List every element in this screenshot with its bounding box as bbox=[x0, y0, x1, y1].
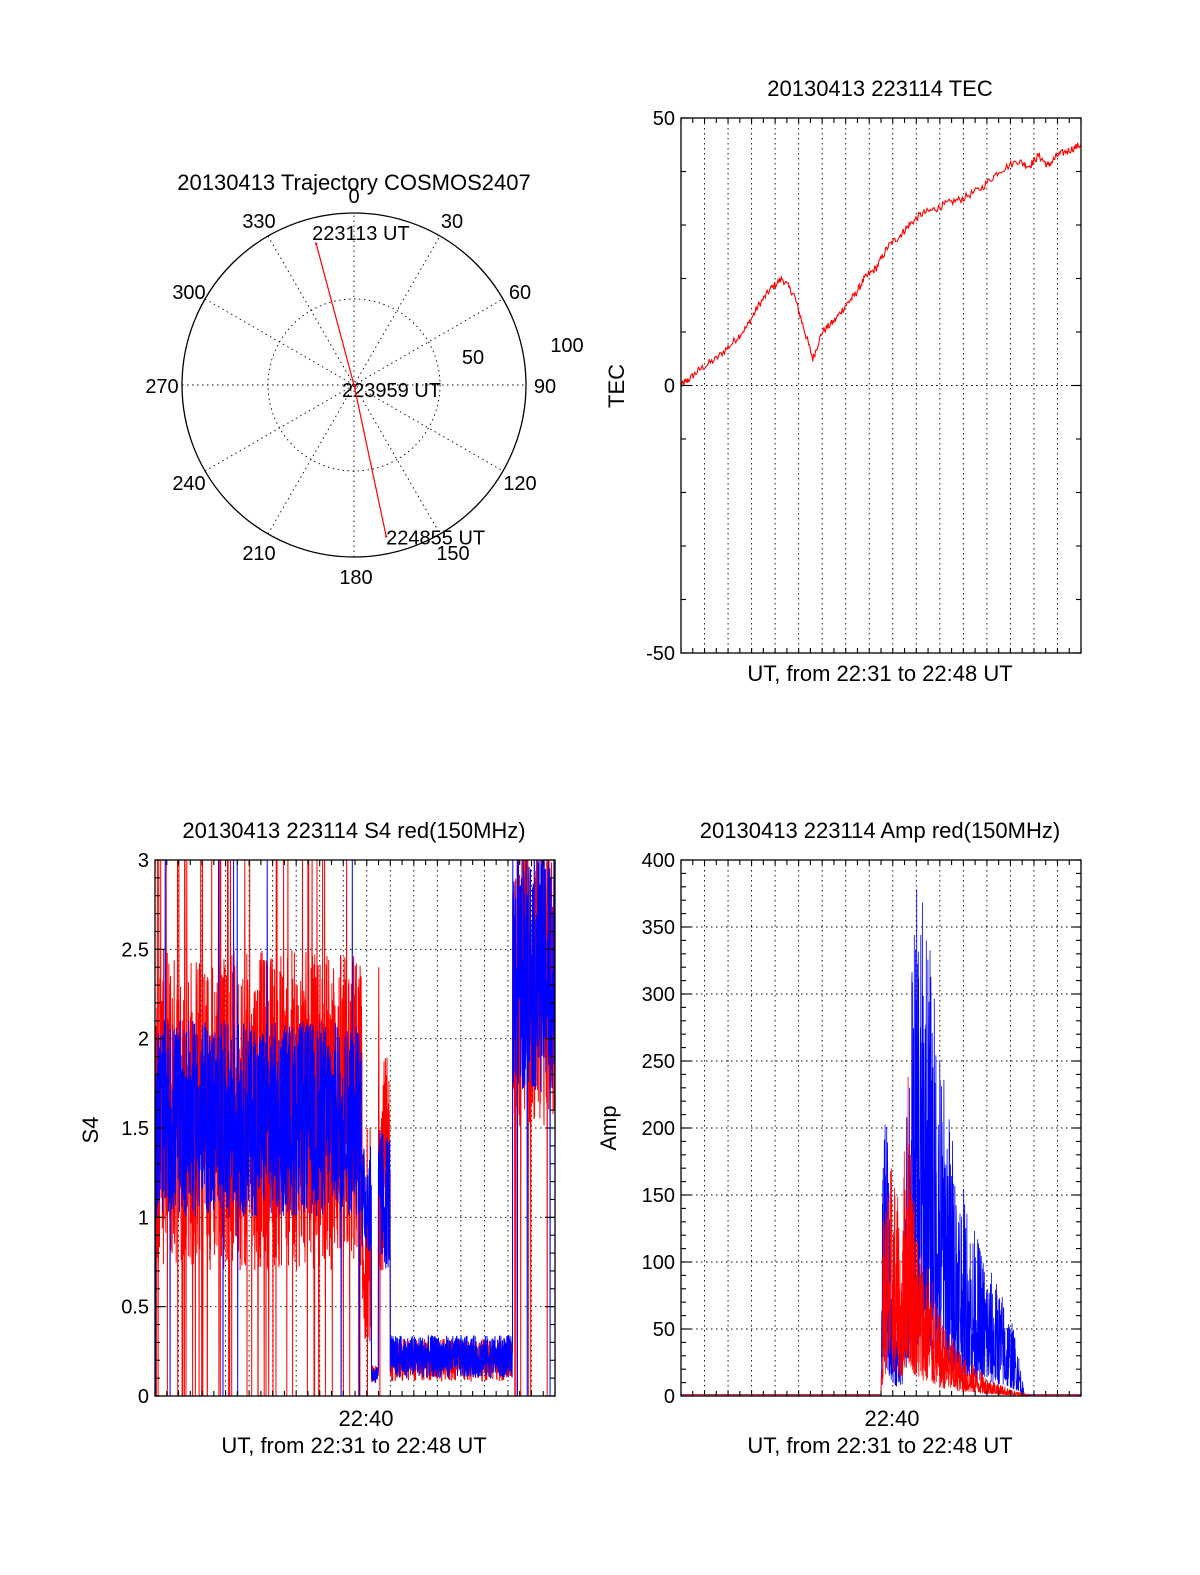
blue-s4-line bbox=[154, 859, 556, 1397]
polar-angle-label: 300 bbox=[172, 282, 205, 304]
blue-amp-line bbox=[681, 889, 1081, 1396]
y-tick-label: 50 bbox=[653, 1319, 675, 1341]
tec-y-axis-label: TEC bbox=[604, 364, 629, 408]
trajectory-polar-chart: 20130413 Trajectory COSMOS2407 0 30 60 90 12… bbox=[145, 170, 583, 589]
y-tick-label: 0 bbox=[664, 1386, 675, 1408]
amp-y-axis-label: Amp bbox=[596, 1105, 621, 1150]
polar-labels: 0 30 60 90 120 150 180 210 240 270 300 330 50 100 2231… bbox=[145, 186, 583, 589]
polar-radius-label: 100 bbox=[550, 335, 583, 357]
polar-angle-label: 150 bbox=[436, 543, 469, 565]
tec-x-axis-label: UT, from 22:31 to 22:48 UT bbox=[747, 661, 1012, 686]
tec-grid bbox=[681, 118, 1081, 653]
amp-series bbox=[681, 889, 1081, 1398]
amp-chart: 20130413 223114 Amp red(150MHz) 0 50 100 15… bbox=[596, 818, 1082, 1458]
polar-angle-label: 60 bbox=[509, 282, 531, 304]
s4-chart-title: 20130413 223114 S4 red(150MHz) bbox=[182, 818, 525, 843]
y-tick-label: 350 bbox=[642, 917, 675, 939]
red-amp-line bbox=[681, 1076, 1081, 1398]
polar-angle-label: 0 bbox=[348, 186, 359, 208]
s4-x-tick-label: 22:40 bbox=[338, 1406, 393, 1431]
polar-radius-label: 50 bbox=[462, 347, 484, 369]
amp-chart-title: 20130413 223114 Amp red(150MHz) bbox=[700, 818, 1060, 843]
polar-angle-label: 330 bbox=[242, 211, 275, 233]
polar-angle-label: 120 bbox=[503, 473, 536, 495]
y-tick-label: 3 bbox=[138, 850, 149, 872]
s4-ticks: 0 0.5 1 1.5 2 2.5 3 bbox=[121, 850, 556, 1408]
y-tick-label: 100 bbox=[642, 1252, 675, 1274]
polar-angle-label: 180 bbox=[339, 567, 372, 589]
amp-ticks: 0 50 100 150 200 250 300 350 400 bbox=[642, 850, 1082, 1408]
tec-ticks: -50 0 50 bbox=[646, 108, 1082, 665]
trajectory-point bbox=[384, 535, 388, 538]
y-tick-label: 250 bbox=[642, 1051, 675, 1073]
y-tick-label: 2.5 bbox=[121, 939, 149, 961]
y-tick-label: 0 bbox=[138, 1386, 149, 1408]
trajectory-chart-title: 20130413 Trajectory COSMOS2407 bbox=[177, 170, 530, 195]
polar-grid bbox=[182, 213, 526, 557]
y-tick-label: 50 bbox=[653, 108, 675, 130]
y-tick-label: 200 bbox=[642, 1118, 675, 1140]
polar-angle-label: 210 bbox=[242, 543, 275, 565]
trajectory-time-label: 223113 UT bbox=[312, 223, 409, 245]
tec-chart-title: 20130413 223114 TEC bbox=[767, 76, 993, 101]
y-tick-label: 300 bbox=[642, 984, 675, 1006]
y-tick-label: 1 bbox=[138, 1207, 149, 1229]
s4-chart: 20130413 223114 S4 red(150MHz) 0 0.5 1 1.5 2… bbox=[78, 818, 556, 1458]
amp-grid bbox=[681, 860, 1081, 1396]
y-tick-label: 0 bbox=[664, 376, 675, 398]
polar-angle-label: 90 bbox=[534, 376, 556, 398]
y-tick-label: 400 bbox=[642, 850, 675, 872]
s4-y-axis-label: S4 bbox=[78, 1117, 103, 1144]
tec-chart: 20130413 223114 TEC -50 0 50 UT, from 22:3… bbox=[604, 76, 1082, 686]
trajectory-series bbox=[314, 242, 388, 538]
y-tick-label: 0.5 bbox=[121, 1297, 149, 1319]
y-tick-label: 1.5 bbox=[121, 1118, 149, 1140]
polar-ring-50 bbox=[267, 298, 441, 472]
y-tick-label: -50 bbox=[646, 643, 675, 665]
polar-angle-label: 240 bbox=[172, 473, 205, 495]
amp-x-axis-label: UT, from 22:31 to 22:48 UT bbox=[747, 1433, 1012, 1458]
trajectory-time-label: 224855 UT bbox=[386, 527, 485, 549]
polar-angle-label: 30 bbox=[441, 211, 463, 233]
trajectory-time-label: 223959 UT bbox=[342, 380, 441, 402]
amp-x-tick-label: 22:40 bbox=[864, 1406, 919, 1431]
s4-x-axis-label: UT, from 22:31 to 22:48 UT bbox=[221, 1433, 486, 1458]
s4-series bbox=[154, 859, 556, 1397]
tec-line bbox=[680, 142, 1082, 387]
trajectory-point bbox=[352, 383, 356, 387]
y-tick-label: 2 bbox=[138, 1029, 149, 1051]
y-tick-label: 150 bbox=[642, 1185, 675, 1207]
tec-series bbox=[680, 142, 1082, 387]
polar-angle-label: 270 bbox=[145, 376, 178, 398]
polar-outer-circle bbox=[181, 212, 527, 558]
trajectory-point bbox=[314, 242, 318, 245]
